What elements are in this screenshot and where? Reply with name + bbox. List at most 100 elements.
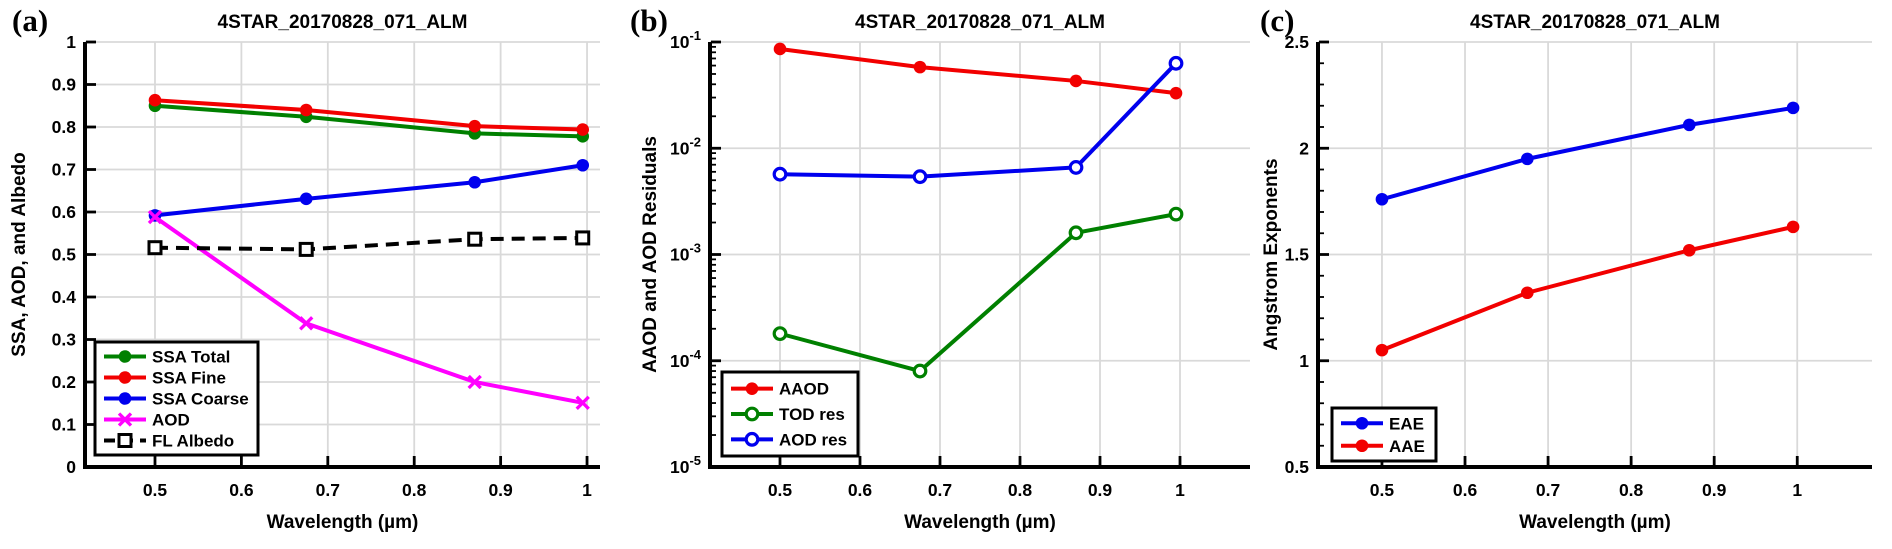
- marker-circle-open: [1168, 55, 1184, 71]
- x-axis-label: Wavelength (µm): [1519, 512, 1671, 533]
- marker-square-open: [298, 241, 314, 257]
- marker-square-open: [147, 240, 163, 256]
- legend: EAE AAE: [1330, 406, 1438, 463]
- y-tick-label: 1.5: [1285, 245, 1310, 265]
- y-tick-label: 0.5: [52, 245, 77, 265]
- marker-circle-open: [772, 166, 788, 182]
- marker-circle-open: [744, 406, 760, 422]
- marker-circle-open: [1068, 225, 1084, 241]
- series-line: [779, 46, 1177, 96]
- x-tick-label: 0.6: [848, 480, 873, 500]
- x-tick-label: 0.5: [768, 480, 793, 500]
- x-tick-label: 0.8: [1008, 480, 1033, 500]
- legend-item-aod-res: AOD res: [731, 430, 847, 449]
- marker-circle: [1355, 416, 1369, 430]
- panel-b-chart: 0.5 0.6 0.7 0.8 0.9 1 10-1 10-2 10-3 10-4 10-5 4STA…: [640, 12, 1250, 533]
- chart-title: 4STAR_20170828_071_ALM: [855, 12, 1105, 33]
- x-tick-label: 0.9: [488, 480, 513, 500]
- y-tick-label: 10-4: [670, 347, 702, 371]
- marker-circle: [576, 158, 590, 172]
- panel-b: (b) 0.5 0.6 0.7 0.8 0.9 1 10-1 10-2 10-3 10-4 10-5…: [630, 0, 1260, 549]
- x-axis-label: Wavelength (µm): [904, 512, 1056, 533]
- marker-square-open: [575, 230, 591, 246]
- marker-circle-open: [912, 169, 928, 185]
- series-line: [1381, 105, 1794, 202]
- x-tick-label: 1: [1175, 480, 1185, 500]
- legend-label: AAOD: [779, 380, 829, 399]
- panel-c: (c) 0.5 0.6 0.7 0.8 0.9 1 0.5 1 1.5 2 2.5 4STAR_201…: [1260, 0, 1892, 549]
- marker-circle: [576, 123, 590, 136]
- x-tick-label: 0.7: [1536, 480, 1560, 500]
- series-line: [153, 215, 584, 405]
- legend: AAOD TOD res AOD res: [720, 370, 860, 458]
- marker-circle: [118, 350, 132, 363]
- x-tick-label: 0.6: [229, 480, 254, 500]
- x-tick-label: 1: [1792, 480, 1802, 500]
- x-tick-label: 0.8: [402, 480, 427, 500]
- y-tick-label: 0.3: [52, 330, 77, 350]
- y-tick-label: 0.4: [52, 287, 77, 307]
- y-axis-label: AAOD and AOD Residuals: [640, 136, 661, 373]
- marker-circle: [1375, 192, 1389, 206]
- marker-circle: [1682, 243, 1696, 257]
- legend-item-ssa-coarse: SSA Coarse: [104, 390, 249, 409]
- marker-circle: [1069, 74, 1083, 88]
- panel-c-label: (c): [1260, 3, 1295, 38]
- marker-circle-open: [1168, 206, 1184, 222]
- series-aod-res: [772, 55, 1184, 185]
- marker-circle: [299, 103, 313, 117]
- marker-square-open: [117, 433, 133, 448]
- marker-circle: [468, 175, 482, 189]
- legend-item-aod: AOD: [104, 411, 190, 430]
- legend-box: [1330, 406, 1438, 463]
- marker-circle: [1521, 152, 1534, 166]
- series-ssa-fine: [148, 93, 590, 136]
- marker-circle-open: [744, 431, 760, 447]
- legend-item-ssa-fine: SSA Fine: [104, 369, 226, 388]
- chart-title: 4STAR_20170828_071_ALM: [1470, 12, 1720, 33]
- series-aae: [1375, 220, 1800, 357]
- panel-c-chart: 0.5 0.6 0.7 0.8 0.9 1 0.5 1 1.5 2 2.5 4STAR_2017082…: [1261, 12, 1872, 533]
- y-tick-label: 0.5: [1285, 457, 1310, 477]
- series-aaod: [773, 42, 1183, 100]
- marker-circle: [1169, 86, 1183, 100]
- x-tick-label: 0.5: [1370, 480, 1395, 500]
- y-tick-label: 1: [1299, 351, 1309, 371]
- y-tick-label: 0.8: [52, 117, 77, 137]
- legend-item-aaod: AAOD: [731, 380, 829, 399]
- marker-circle: [468, 119, 482, 133]
- panel-a-label: (a): [12, 3, 49, 38]
- legend-label: EAE: [1389, 414, 1424, 433]
- marker-circle: [1521, 286, 1534, 300]
- x-tick-label: 0.9: [1088, 480, 1113, 500]
- panel-b-label: (b): [630, 3, 668, 38]
- y-tick-label: 0.6: [52, 202, 77, 222]
- marker-circle: [773, 42, 787, 56]
- axes: [83, 40, 600, 469]
- marker-circle: [118, 371, 132, 384]
- gridlines: [85, 41, 600, 468]
- x-tick-label: 0.5: [143, 480, 168, 500]
- legend-item-aae: AAE: [1341, 437, 1425, 456]
- legend-label: SSA Fine: [152, 369, 226, 388]
- y-tick-label: 0.7: [52, 160, 76, 180]
- marker-circle-open: [772, 326, 788, 342]
- y-axis-label: Angstrom Exponents: [1261, 158, 1282, 350]
- series-aod: [147, 209, 590, 410]
- marker-circle: [299, 192, 313, 206]
- marker-circle: [1375, 343, 1389, 357]
- legend-label: SSA Coarse: [152, 390, 249, 409]
- marker-circle: [1355, 439, 1369, 453]
- marker-circle: [1786, 220, 1800, 234]
- legend-label: AAE: [1389, 437, 1425, 456]
- marker-circle: [118, 392, 132, 405]
- y-tick-label: 0.9: [52, 75, 77, 95]
- x-tick-label: 0.9: [1702, 480, 1727, 500]
- panel-a-chart: 0.5 0.6 0.7 0.8 0.9 1 0 0.1 0.2 0.3 0.4 0.5 0.6 0.7 0.…: [9, 12, 600, 533]
- series-fl-albedo: [147, 230, 591, 257]
- y-tick-label: 2.5: [1285, 32, 1310, 52]
- legend-label: AOD res: [779, 430, 847, 449]
- legend-item-tod-res: TOD res: [731, 405, 845, 424]
- y-tick-label: 10-5: [670, 453, 701, 477]
- series-line: [154, 98, 583, 132]
